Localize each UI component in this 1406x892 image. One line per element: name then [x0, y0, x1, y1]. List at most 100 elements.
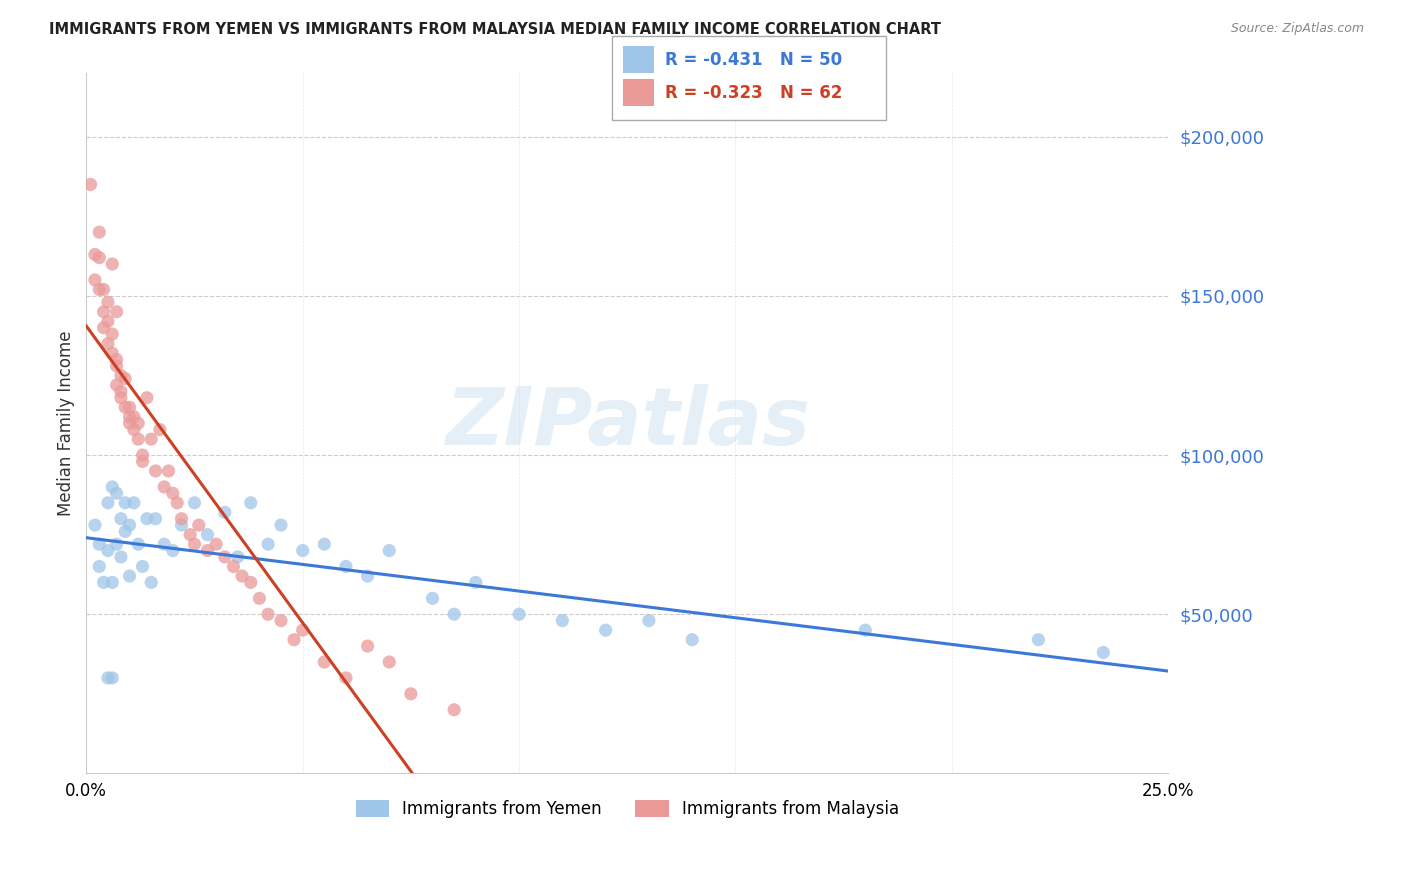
- Point: [314, 537, 336, 551]
- Point: [508, 607, 530, 622]
- Point: [105, 359, 128, 373]
- Point: [114, 371, 136, 385]
- Point: [853, 623, 876, 637]
- Point: [97, 295, 120, 310]
- Point: [247, 591, 270, 606]
- Point: [179, 527, 201, 541]
- Point: [118, 401, 141, 415]
- Point: [127, 537, 149, 551]
- Point: [101, 257, 124, 271]
- Point: [239, 496, 262, 510]
- Point: [551, 614, 574, 628]
- Point: [84, 247, 107, 261]
- Point: [197, 527, 219, 541]
- Point: [110, 368, 132, 383]
- Point: [170, 512, 193, 526]
- Point: [356, 639, 378, 653]
- Point: [422, 591, 444, 606]
- Point: [356, 569, 378, 583]
- Point: [681, 632, 703, 647]
- Point: [135, 512, 157, 526]
- Point: [110, 549, 132, 564]
- Point: [84, 273, 107, 287]
- Point: [122, 423, 145, 437]
- Point: [399, 687, 422, 701]
- Point: [93, 305, 115, 319]
- Point: [97, 314, 120, 328]
- Point: [335, 671, 357, 685]
- Point: [131, 454, 153, 468]
- Point: [135, 391, 157, 405]
- Point: [114, 401, 136, 415]
- Point: [162, 543, 184, 558]
- Point: [187, 518, 209, 533]
- Point: [110, 512, 132, 526]
- Point: [127, 432, 149, 446]
- Point: [378, 655, 401, 669]
- Point: [443, 703, 465, 717]
- Point: [127, 416, 149, 430]
- Point: [205, 537, 228, 551]
- Point: [93, 283, 115, 297]
- Point: [89, 283, 111, 297]
- Point: [153, 480, 176, 494]
- Point: [101, 346, 124, 360]
- Point: [231, 569, 253, 583]
- Point: [145, 512, 167, 526]
- Point: [183, 537, 205, 551]
- Point: [131, 448, 153, 462]
- Point: [149, 423, 172, 437]
- Point: [291, 623, 314, 637]
- Point: [101, 327, 124, 342]
- Point: [118, 409, 141, 424]
- Point: [114, 524, 136, 539]
- Legend: Immigrants from Yemen, Immigrants from Malaysia: Immigrants from Yemen, Immigrants from M…: [349, 793, 905, 824]
- Point: [443, 607, 465, 622]
- Point: [114, 496, 136, 510]
- Point: [257, 607, 280, 622]
- Point: [257, 537, 280, 551]
- Point: [145, 464, 167, 478]
- Text: Source: ZipAtlas.com: Source: ZipAtlas.com: [1230, 22, 1364, 36]
- Point: [101, 480, 124, 494]
- Point: [291, 543, 314, 558]
- Point: [105, 378, 128, 392]
- Point: [157, 464, 180, 478]
- Point: [197, 543, 219, 558]
- Point: [131, 559, 153, 574]
- Point: [118, 569, 141, 583]
- Point: [335, 559, 357, 574]
- Point: [101, 671, 124, 685]
- Point: [105, 486, 128, 500]
- Point: [638, 614, 661, 628]
- Text: R = -0.323   N = 62: R = -0.323 N = 62: [665, 84, 842, 102]
- Point: [270, 518, 292, 533]
- Text: ZIPatlas: ZIPatlas: [444, 384, 810, 462]
- Point: [183, 496, 205, 510]
- Point: [97, 496, 120, 510]
- Point: [141, 575, 163, 590]
- Point: [118, 416, 141, 430]
- Point: [222, 559, 245, 574]
- Point: [270, 614, 292, 628]
- Point: [170, 518, 193, 533]
- Point: [89, 559, 111, 574]
- Point: [1028, 632, 1050, 647]
- Point: [97, 543, 120, 558]
- Point: [97, 336, 120, 351]
- Point: [122, 409, 145, 424]
- Point: [283, 632, 305, 647]
- Point: [97, 671, 120, 685]
- Point: [89, 537, 111, 551]
- Y-axis label: Median Family Income: Median Family Income: [58, 330, 75, 516]
- Point: [89, 251, 111, 265]
- Point: [105, 537, 128, 551]
- Point: [166, 496, 188, 510]
- Point: [378, 543, 401, 558]
- Point: [118, 518, 141, 533]
- Point: [105, 305, 128, 319]
- Point: [153, 537, 176, 551]
- Point: [214, 505, 236, 519]
- Point: [93, 575, 115, 590]
- Point: [1092, 645, 1115, 659]
